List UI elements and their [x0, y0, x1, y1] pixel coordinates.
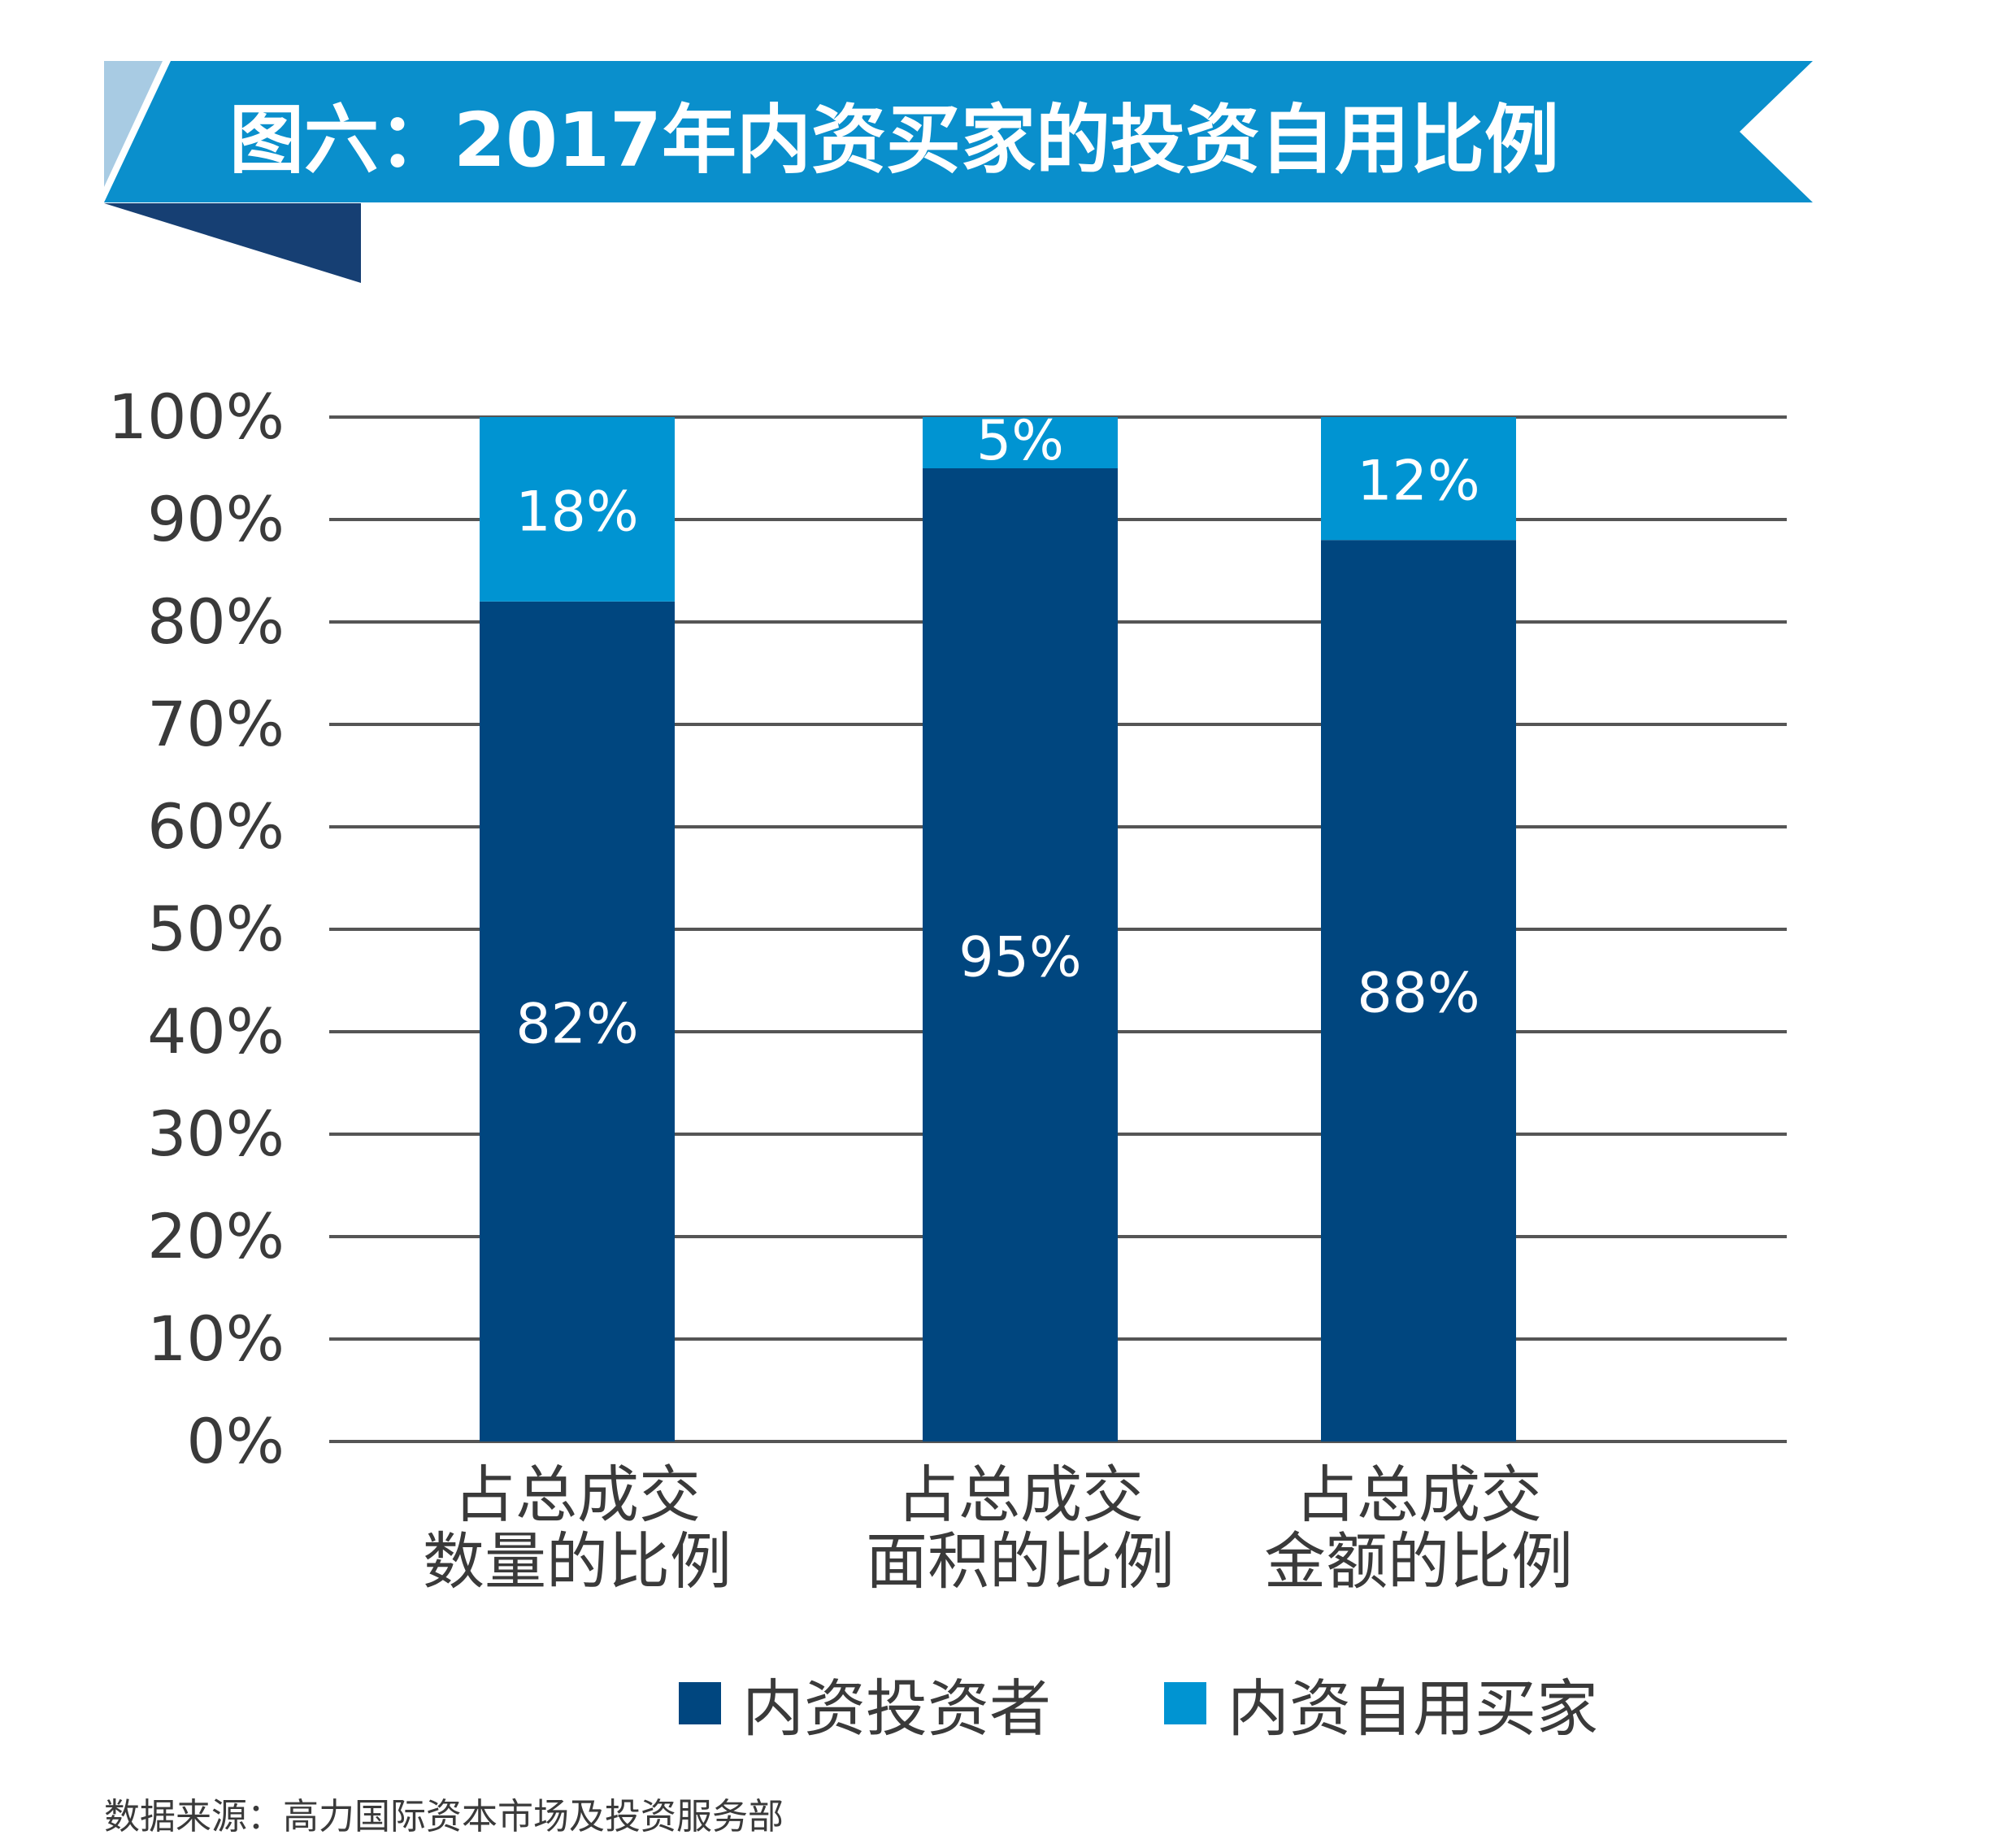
y-tick-label: 30% [147, 1098, 285, 1170]
legend-label-owner-occupier: 内资自用买家 [1227, 1672, 1598, 1745]
x-category-label: 占总成交 [897, 1459, 1144, 1531]
x-category-label: 占总成交 [1295, 1459, 1542, 1531]
bar-segment-investor [480, 601, 675, 1441]
data-label: 95% [958, 926, 1081, 990]
data-label: 12% [1357, 450, 1479, 514]
y-tick-label: 10% [147, 1302, 285, 1375]
data-source-note: 数据来源：高力国际资本市场及投资服务部 [104, 1796, 784, 1837]
legend-label-investor: 内资投资者 [742, 1672, 1051, 1745]
data-label: 82% [515, 992, 638, 1056]
legend-swatch-investor [679, 1682, 721, 1724]
x-category-label: 面积的比例 [866, 1525, 1175, 1598]
y-tick-label: 40% [147, 995, 285, 1067]
y-tick-label: 60% [147, 790, 285, 863]
x-category-label: 数量的比例 [423, 1525, 732, 1598]
banner-dark-tail [104, 203, 361, 283]
y-tick-label: 50% [147, 893, 285, 965]
x-category-label: 占总成交 [454, 1459, 701, 1531]
y-tick-label: 70% [147, 688, 285, 760]
bar-segment-investor [923, 468, 1118, 1441]
x-category-label: 金额的比例 [1264, 1525, 1573, 1598]
bar-segment-owner-occupier [923, 417, 1118, 468]
y-tick-label: 20% [147, 1200, 285, 1272]
banner-main-ribbon [104, 61, 1813, 202]
y-tick-label: 80% [147, 585, 285, 658]
y-tick-label: 100% [108, 380, 285, 453]
chart-title: 图六：2017年内资买家的投资自用比例 [229, 97, 1560, 184]
legend-item-owner-occupier: 内资自用买家 [1164, 1667, 1598, 1745]
y-tick-label: 0% [186, 1405, 285, 1477]
y-tick-label: 90% [147, 483, 285, 555]
legend-swatch-owner-occupier [1164, 1682, 1206, 1724]
chart-legend: 内资投资者 内资自用买家 [0, 1667, 2016, 1745]
bar-segment-owner-occupier [480, 417, 675, 602]
legend-item-investor: 内资投资者 [679, 1667, 1051, 1745]
data-label: 5% [976, 409, 1064, 473]
data-label: 18% [515, 480, 638, 544]
bar-segment-owner-occupier [1321, 417, 1516, 541]
data-label: 88% [1357, 962, 1479, 1026]
banner-light-accent [104, 61, 163, 187]
title-banner [104, 61, 1813, 283]
bar-segment-investor [1321, 540, 1516, 1442]
